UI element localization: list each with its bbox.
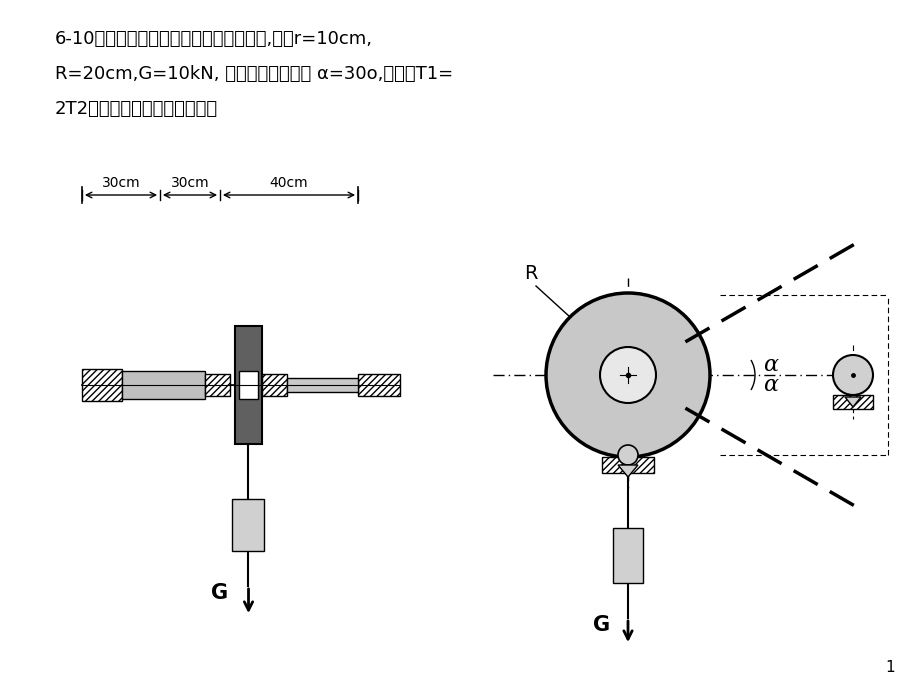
Bar: [82, 369, 122, 401]
Text: R=20cm,G=10kN, 链条与水平线成角 α=30o,其拉力T1=: R=20cm,G=10kN, 链条与水平线成角 α=30o,其拉力T1=: [55, 65, 453, 83]
Text: 1: 1: [884, 660, 894, 675]
Circle shape: [618, 445, 637, 465]
Text: R: R: [524, 264, 538, 283]
Bar: [601, 457, 653, 473]
Bar: [122, 371, 205, 399]
Bar: [357, 374, 400, 396]
Bar: [239, 371, 257, 399]
Text: 40cm: 40cm: [269, 176, 308, 190]
Bar: [832, 395, 872, 409]
Text: G: G: [211, 583, 228, 603]
Circle shape: [599, 347, 655, 403]
Text: α: α: [762, 354, 777, 376]
Circle shape: [545, 293, 709, 457]
Text: G: G: [592, 615, 609, 635]
Bar: [287, 378, 357, 392]
Polygon shape: [844, 397, 860, 407]
Circle shape: [832, 355, 872, 395]
Bar: [262, 374, 287, 396]
Bar: [234, 326, 262, 444]
Text: α: α: [762, 374, 777, 396]
Bar: [612, 528, 642, 583]
Text: 6-10电动机通过链条传动将重物运输提起,已知r=10cm,: 6-10电动机通过链条传动将重物运输提起,已知r=10cm,: [55, 30, 372, 48]
Bar: [205, 374, 230, 396]
Text: r: r: [640, 352, 646, 370]
Text: 2T2；求轴承反力及链条拉力。: 2T2；求轴承反力及链条拉力。: [55, 100, 218, 118]
Polygon shape: [618, 465, 637, 477]
Text: 30cm: 30cm: [102, 176, 141, 190]
Bar: [233, 499, 265, 551]
Text: 30cm: 30cm: [171, 176, 210, 190]
